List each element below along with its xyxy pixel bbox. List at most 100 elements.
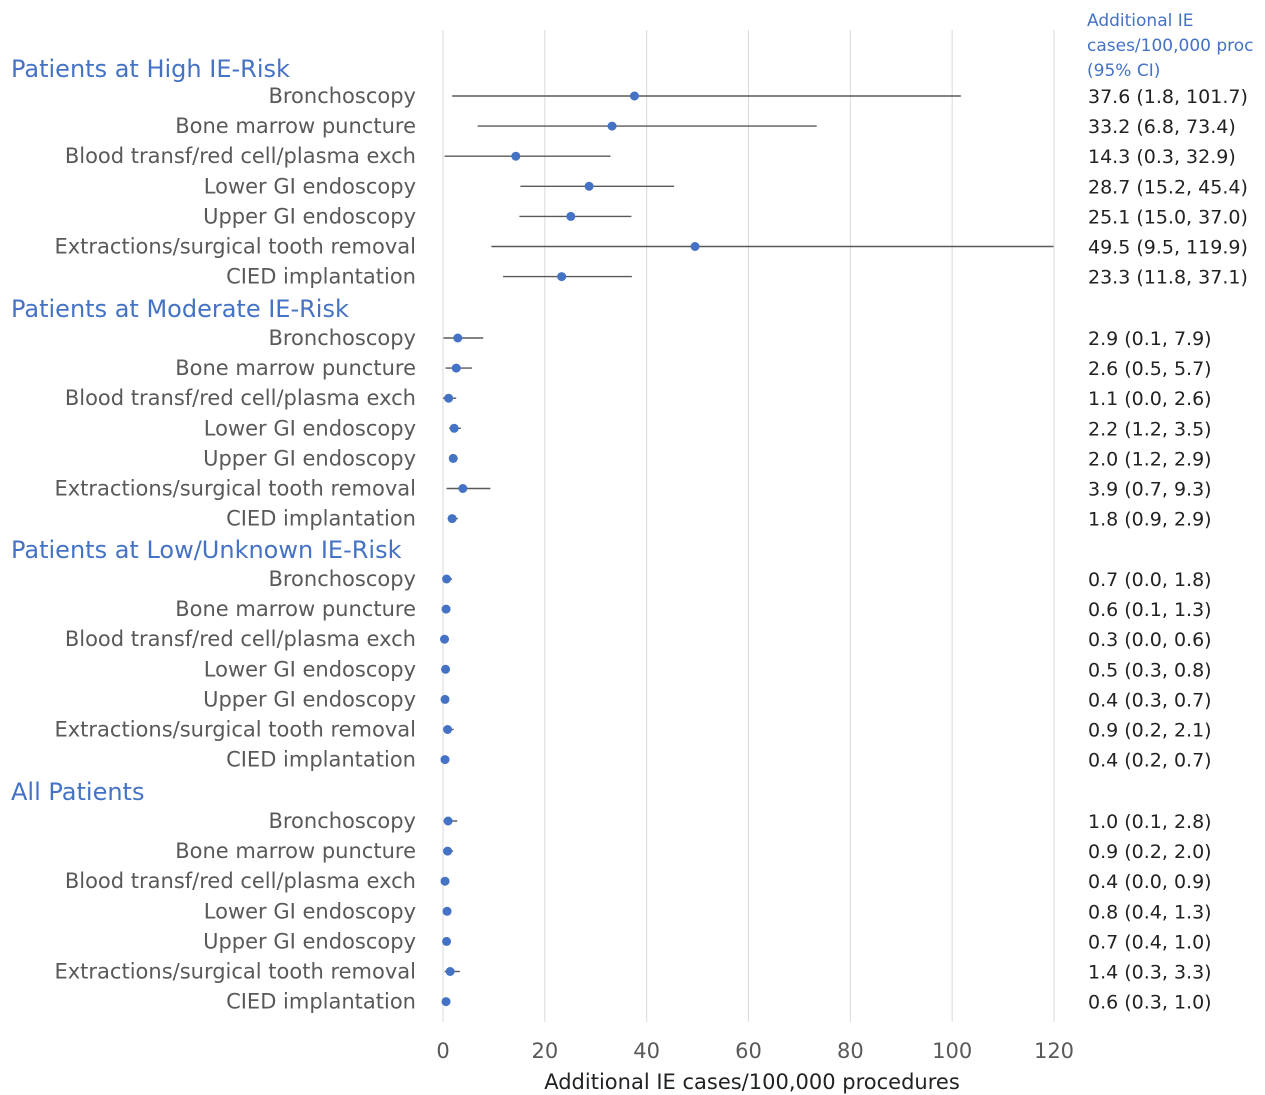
point-estimate [441, 604, 451, 614]
row-label: CIED implantation [226, 748, 416, 772]
x-tick-label: 20 [531, 1039, 558, 1063]
ci-value-text: 33.2 (6.8, 73.4) [1088, 116, 1236, 138]
ci-value-text: 2.9 (0.1, 7.9) [1088, 328, 1212, 350]
forest-row: Blood transf/red cell/plasma exch 0.4 (0.… [65, 869, 1212, 893]
ci-column-header: Additional IE cases/100,000 proc (95% CI… [1087, 11, 1254, 81]
forest-row: Upper GI endoscopy 0.7 (0.4, 1.0) [203, 929, 1212, 953]
row-label: Extractions/surgical tooth removal [54, 235, 416, 259]
point-estimate [447, 514, 457, 524]
x-axis-title: Additional IE cases/100,000 procedures [544, 1070, 960, 1094]
ci-value-text: 0.5 (0.3, 0.8) [1088, 659, 1212, 681]
forest-row: Upper GI endoscopy 25.1 (15.0, 37.0) [203, 204, 1248, 228]
point-estimate [445, 967, 455, 976]
point-estimate [440, 755, 450, 765]
ci-value-text: 0.7 (0.0, 1.8) [1088, 569, 1212, 591]
forest-row: Blood transf/red cell/plasma exch 1.1 (0.… [65, 386, 1212, 410]
x-axis: Additional IE cases/100,000 procedures 0… [436, 1039, 1074, 1094]
row-label: Bone marrow puncture [175, 114, 416, 138]
row-label: Blood transf/red cell/plasma exch [65, 627, 416, 651]
forest-row: CIED implantation 1.8 (0.9, 2.9) [226, 507, 1212, 531]
ci-value-text: 0.8 (0.4, 1.3) [1088, 901, 1212, 923]
point-estimate [566, 211, 576, 221]
row-label: Upper GI endoscopy [203, 929, 416, 953]
ci-value-text: 25.1 (15.0, 37.0) [1088, 206, 1248, 228]
ci-value-text: 3.9 (0.7, 9.3) [1088, 479, 1212, 501]
group-title: Patients at Moderate IE-Risk [11, 295, 349, 323]
forest-row: Extractions/surgical tooth removal 1.4 (0… [54, 960, 1211, 984]
point-estimate [442, 574, 452, 584]
point-estimate [442, 906, 452, 916]
row-label: Lower GI endoscopy [204, 174, 416, 198]
x-tick-label: 100 [932, 1039, 972, 1063]
ci-value-text: 28.7 (15.2, 45.4) [1088, 176, 1248, 198]
ci-value-text: 0.4 (0.0, 0.9) [1088, 871, 1212, 893]
point-estimate [690, 242, 700, 251]
forest-row: Bone marrow puncture 0.9 (0.2, 2.0) [175, 839, 1211, 863]
forest-row: Upper GI endoscopy 0.4 (0.3, 0.7) [203, 687, 1212, 711]
forest-row: Bone marrow puncture 33.2 (6.8, 73.4) [175, 114, 1236, 138]
forest-row: Lower GI endoscopy 0.5 (0.3, 0.8) [204, 657, 1212, 681]
forest-row: Blood transf/red cell/plasma exch 14.3 (0… [65, 144, 1236, 168]
group-title: All Patients [11, 778, 144, 806]
row-label: CIED implantation [226, 990, 416, 1014]
point-estimate [458, 484, 468, 493]
point-estimate [443, 816, 453, 826]
ci-value-text: 1.0 (0.1, 2.8) [1088, 811, 1212, 833]
forest-row: Lower GI endoscopy 0.8 (0.4, 1.3) [204, 899, 1212, 923]
point-estimate [443, 725, 453, 734]
row-label: Extractions/surgical tooth removal [54, 718, 416, 742]
row-label: Extractions/surgical tooth removal [54, 477, 416, 501]
point-estimate [629, 91, 639, 101]
ci-value-text: 2.0 (1.2, 2.9) [1088, 448, 1212, 470]
forest-row: Lower GI endoscopy 28.7 (15.2, 45.4) [204, 174, 1248, 198]
ci-value-text: 0.3 (0.0, 0.6) [1088, 629, 1212, 651]
row-label: Bronchoscopy [268, 567, 416, 591]
ci-value-text: 1.8 (0.9, 2.9) [1088, 509, 1212, 531]
ci-value-text: 0.4 (0.2, 0.7) [1088, 750, 1212, 772]
ci-header-line-1: Additional IE [1087, 11, 1194, 31]
forest-row: Bone marrow puncture 2.6 (0.5, 5.7) [175, 356, 1211, 380]
ci-value-text: 0.6 (0.1, 1.3) [1088, 599, 1212, 621]
ci-value-text: 2.2 (1.2, 3.5) [1088, 418, 1212, 440]
forest-row: Extractions/surgical tooth removal 3.9 (0… [54, 477, 1211, 501]
forest-row: Bone marrow puncture 0.6 (0.1, 1.3) [175, 597, 1211, 621]
ci-value-text: 1.1 (0.0, 2.6) [1088, 388, 1212, 410]
row-label: Lower GI endoscopy [204, 416, 416, 440]
point-estimate [443, 846, 453, 856]
forest-row: Blood transf/red cell/plasma exch 0.3 (0.… [65, 627, 1212, 651]
group: All Patients Bronchoscopy 1.0 (0.1, 2.8) Bo… [11, 778, 1212, 1014]
point-estimate [451, 363, 461, 373]
ci-value-text: 2.6 (0.5, 5.7) [1088, 358, 1212, 380]
row-label: Bronchoscopy [268, 809, 416, 833]
point-estimate [440, 634, 450, 644]
forest-row: Bronchoscopy 0.7 (0.0, 1.8) [268, 567, 1211, 591]
row-label: Upper GI endoscopy [203, 446, 416, 470]
forest-row: Bronchoscopy 1.0 (0.1, 2.8) [268, 809, 1211, 833]
point-estimate [444, 393, 454, 403]
row-label: Blood transf/red cell/plasma exch [65, 144, 416, 168]
row-label: Bone marrow puncture [175, 356, 416, 380]
group: Patients at Moderate IE-Risk Bronchoscopy… [11, 295, 1212, 531]
forest-row: Bronchoscopy 2.9 (0.1, 7.9) [268, 326, 1211, 350]
forest-row: Upper GI endoscopy 2.0 (1.2, 2.9) [203, 446, 1212, 470]
point-estimate [440, 876, 450, 886]
point-estimate [511, 151, 521, 161]
row-label: Extractions/surgical tooth removal [54, 960, 416, 984]
row-label: Blood transf/red cell/plasma exch [65, 386, 416, 410]
forest-row: CIED implantation 0.4 (0.2, 0.7) [226, 748, 1212, 772]
row-label: Upper GI endoscopy [203, 687, 416, 711]
row-label: Bronchoscopy [268, 84, 416, 108]
point-estimate [449, 423, 459, 433]
point-estimate [441, 664, 451, 674]
ci-value-text: 23.3 (11.8, 37.1) [1088, 267, 1248, 289]
x-tick-label: 80 [837, 1039, 864, 1063]
point-estimate [607, 121, 617, 131]
point-estimate [440, 694, 450, 704]
row-label: Lower GI endoscopy [204, 657, 416, 681]
x-tick-label: 120 [1034, 1039, 1074, 1063]
ci-value-text: 0.9 (0.2, 2.0) [1088, 841, 1212, 863]
row-label: Bone marrow puncture [175, 839, 416, 863]
